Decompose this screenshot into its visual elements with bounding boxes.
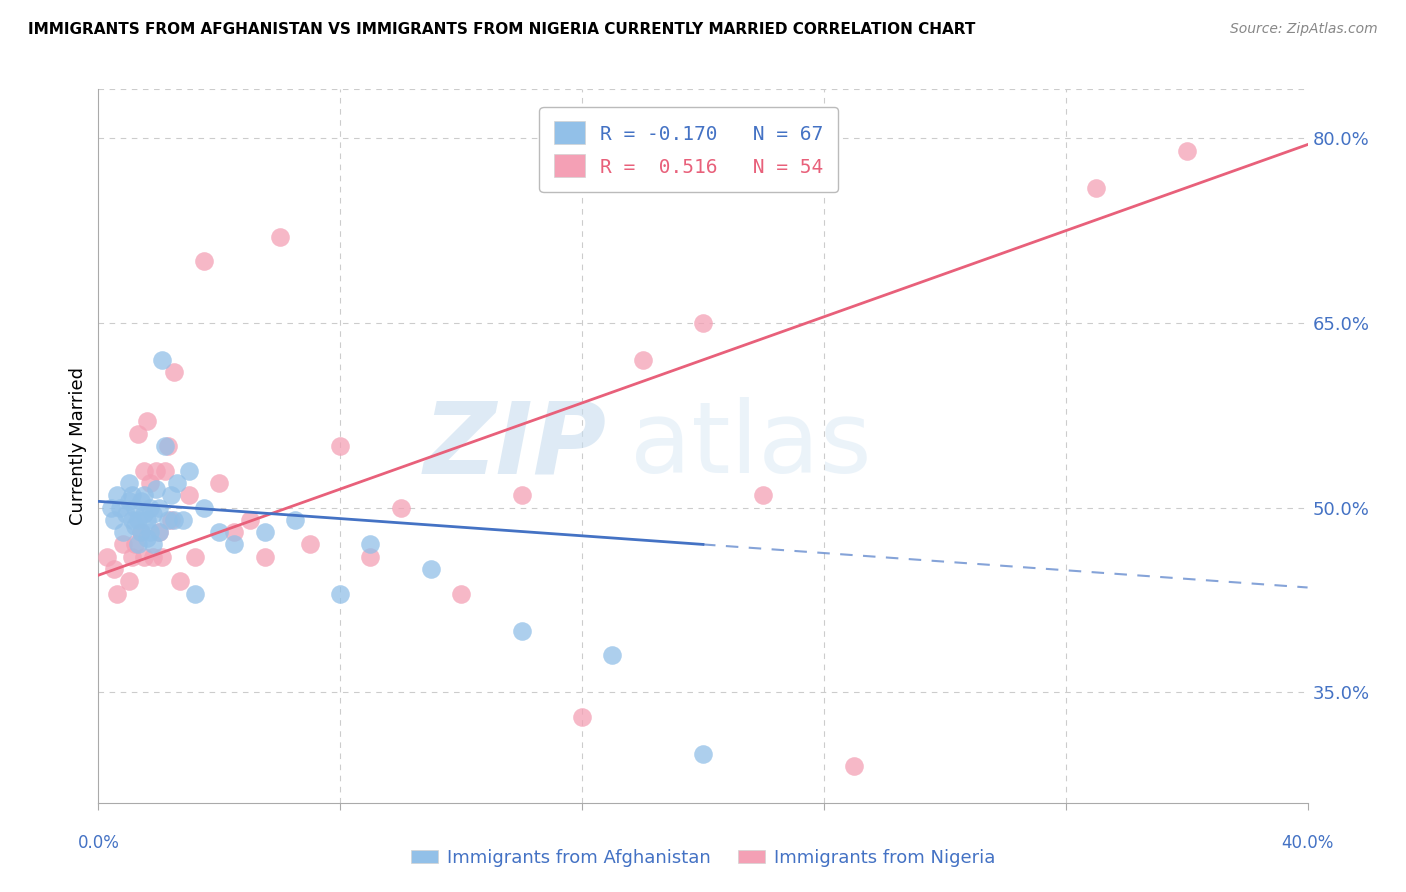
Point [360, 537, 382, 551]
Point [142, 507, 165, 521]
Point [844, 759, 866, 773]
Text: 0.0%: 0.0% [77, 833, 120, 852]
Point [108, 500, 131, 515]
Point [135, 513, 157, 527]
Point [163, 513, 186, 527]
Point [142, 537, 165, 551]
Point [156, 513, 179, 527]
Point [153, 439, 176, 453]
Point [193, 254, 215, 268]
Point [224, 537, 246, 551]
Point [160, 488, 183, 502]
Point [148, 525, 170, 540]
Point [139, 475, 162, 490]
Point [1175, 144, 1198, 158]
Point [100, 500, 122, 515]
Point [135, 414, 157, 428]
Text: atlas: atlas [630, 398, 872, 494]
Point [135, 531, 157, 545]
Point [103, 562, 125, 576]
Point [132, 507, 155, 521]
Point [118, 494, 141, 508]
Point [124, 500, 146, 515]
Point [150, 352, 173, 367]
Point [360, 549, 382, 564]
Y-axis label: Currently Married: Currently Married [69, 367, 87, 525]
Point [193, 500, 215, 515]
Point [389, 500, 412, 515]
Text: IMMIGRANTS FROM AFGHANISTAN VS IMMIGRANTS FROM NIGERIA CURRENTLY MARRIED CORRELA: IMMIGRANTS FROM AFGHANISTAN VS IMMIGRANT… [28, 22, 976, 37]
Point [111, 537, 134, 551]
Point [121, 513, 143, 527]
Point [284, 513, 307, 527]
Point [142, 549, 165, 564]
Point [132, 549, 155, 564]
Point [114, 507, 136, 521]
Point [129, 525, 152, 540]
Point [163, 365, 186, 379]
Text: 40.0%: 40.0% [1281, 833, 1334, 852]
Point [148, 500, 170, 515]
Point [127, 537, 149, 551]
Point [139, 525, 162, 540]
Point [208, 525, 231, 540]
Legend: Immigrants from Afghanistan, Immigrants from Nigeria: Immigrants from Afghanistan, Immigrants … [404, 842, 1002, 874]
Point [253, 525, 276, 540]
Point [602, 648, 624, 662]
Point [166, 475, 188, 490]
Point [329, 439, 352, 453]
Point [224, 525, 246, 540]
Point [1085, 180, 1108, 194]
Point [299, 537, 322, 551]
Point [179, 488, 201, 502]
Point [253, 549, 276, 564]
Point [132, 488, 155, 502]
Point [169, 574, 191, 589]
Point [129, 494, 152, 508]
Point [153, 464, 176, 478]
Point [124, 537, 146, 551]
Point [184, 587, 207, 601]
Point [127, 426, 149, 441]
Point [184, 549, 207, 564]
Point [208, 475, 231, 490]
Point [129, 525, 152, 540]
Point [118, 475, 141, 490]
Point [139, 500, 162, 515]
Point [145, 482, 167, 496]
Point [105, 488, 128, 502]
Point [121, 549, 143, 564]
Point [269, 230, 291, 244]
Text: Source: ZipAtlas.com: Source: ZipAtlas.com [1230, 22, 1378, 37]
Point [121, 488, 143, 502]
Point [420, 562, 443, 576]
Point [103, 513, 125, 527]
Point [329, 587, 352, 601]
Point [450, 587, 472, 601]
Point [239, 513, 262, 527]
Point [692, 316, 714, 330]
Point [127, 513, 149, 527]
Point [148, 525, 170, 540]
Point [160, 513, 183, 527]
Point [124, 519, 146, 533]
Point [692, 747, 714, 761]
Point [172, 513, 194, 527]
Point [631, 352, 654, 367]
Point [752, 488, 775, 502]
Point [179, 464, 201, 478]
Point [118, 574, 141, 589]
Point [510, 624, 533, 638]
Point [510, 488, 533, 502]
Point [105, 587, 128, 601]
Legend: R = -0.170   N = 67, R =  0.516   N = 54: R = -0.170 N = 67, R = 0.516 N = 54 [540, 107, 838, 192]
Text: ZIP: ZIP [423, 398, 606, 494]
Point [145, 464, 167, 478]
Point [571, 709, 593, 723]
Point [111, 525, 134, 540]
Point [132, 464, 155, 478]
Point [150, 549, 173, 564]
Point [156, 439, 179, 453]
Point [96, 549, 118, 564]
